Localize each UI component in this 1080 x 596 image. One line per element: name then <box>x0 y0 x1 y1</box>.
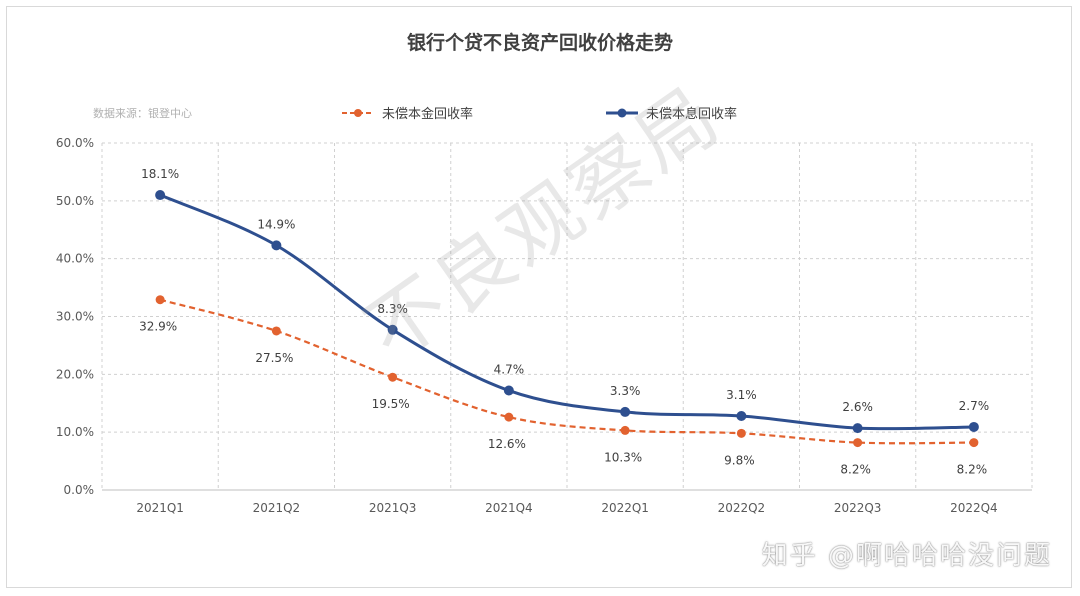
series-group <box>155 190 979 448</box>
y-tick-label: 20.0% <box>56 367 94 381</box>
point-principal-interest <box>736 410 747 421</box>
point-principal <box>969 438 979 448</box>
data-label-principal-interest: 8.3% <box>377 302 408 316</box>
chart-frame <box>6 6 1072 588</box>
legend-label-principal: 未偿本金回收率 <box>382 107 474 122</box>
data-label-principal: 10.3% <box>604 450 642 464</box>
x-tick-label: 2022Q3 <box>834 501 882 515</box>
point-principal-interest <box>155 190 166 201</box>
zhihu-credit: 知乎 @啊哈哈哈没问题 <box>761 541 1052 571</box>
x-tick-label: 2021Q3 <box>369 501 417 515</box>
y-axis-ticks: 0.0% 10.0% 20.0% 30.0% 40.0% 50.0% 60.0% <box>56 136 94 497</box>
point-principal-interest <box>620 406 631 417</box>
x-tick-label: 2021Q1 <box>136 501 184 515</box>
legend-item-principal: 未偿本金回收率 <box>340 103 473 122</box>
y-tick-label: 30.0% <box>56 310 94 324</box>
data-label-principal-interest: 14.9% <box>257 217 295 231</box>
data-label-principal: 32.9% <box>139 320 177 334</box>
point-principal <box>388 372 398 382</box>
data-label-principal: 9.8% <box>724 453 755 467</box>
series-line-principal <box>159 298 974 445</box>
point-principal <box>155 295 165 305</box>
point-principal <box>620 425 630 435</box>
point-principal <box>271 326 281 336</box>
data-label-principal-interest: 18.1% <box>141 167 179 181</box>
data-label-principal-interest: 2.7% <box>959 399 990 413</box>
data-label-principal: 12.6% <box>488 437 526 451</box>
legend-solid-line-marker <box>606 108 638 117</box>
x-tick-label: 2021Q4 <box>485 501 533 515</box>
point-principal-interest <box>968 421 979 432</box>
point-principal <box>853 438 863 448</box>
point-principal-interest <box>503 385 514 396</box>
data-label-principal: 27.5% <box>255 351 293 365</box>
data-label-principal: 8.2% <box>840 463 871 477</box>
grid-lines <box>101 142 1033 491</box>
x-tick-label: 2022Q4 <box>950 501 998 515</box>
data-label-principal-interest: 4.7% <box>494 363 525 377</box>
point-principal-interest <box>271 240 282 251</box>
y-tick-label: 0.0% <box>64 483 95 497</box>
data-label-principal-interest: 3.1% <box>726 388 757 402</box>
data-label-principal: 19.5% <box>372 397 410 411</box>
data-label-principal: 8.2% <box>957 463 988 477</box>
series-line-principal-interest <box>159 193 974 431</box>
point-principal <box>504 412 514 422</box>
legend-label-principal-interest: 未偿本息回收率 <box>646 107 738 122</box>
data-source-note: 数据来源：银登中心 <box>93 107 192 120</box>
y-tick-label: 40.0% <box>56 252 94 266</box>
y-tick-label: 60.0% <box>56 136 94 150</box>
data-labels: 32.9% 27.5% 19.5% 12.6% 10.3% 9.8% 8.2% 8.2% 18.… <box>139 167 989 477</box>
y-tick-label: 50.0% <box>56 194 94 208</box>
data-label-principal-interest: 3.3% <box>610 384 641 398</box>
data-label-principal-interest: 2.6% <box>842 400 873 414</box>
point-principal-interest <box>852 423 863 434</box>
x-axis-ticks: 2021Q1 2021Q2 2021Q3 2021Q4 2022Q1 2022Q2 2022… <box>136 501 997 515</box>
chart-title: 银行个贷不良资产回收价格走势 <box>406 32 673 54</box>
point-principal-interest <box>387 324 398 335</box>
x-tick-label: 2022Q2 <box>718 501 766 515</box>
legend-dashed-line-marker <box>342 108 374 117</box>
legend-item-principal-interest: 未偿本息回收率 <box>604 103 737 122</box>
y-tick-label: 10.0% <box>56 425 94 439</box>
x-tick-label: 2021Q2 <box>253 501 301 515</box>
point-principal <box>736 428 746 438</box>
x-tick-label: 2022Q1 <box>601 501 649 515</box>
